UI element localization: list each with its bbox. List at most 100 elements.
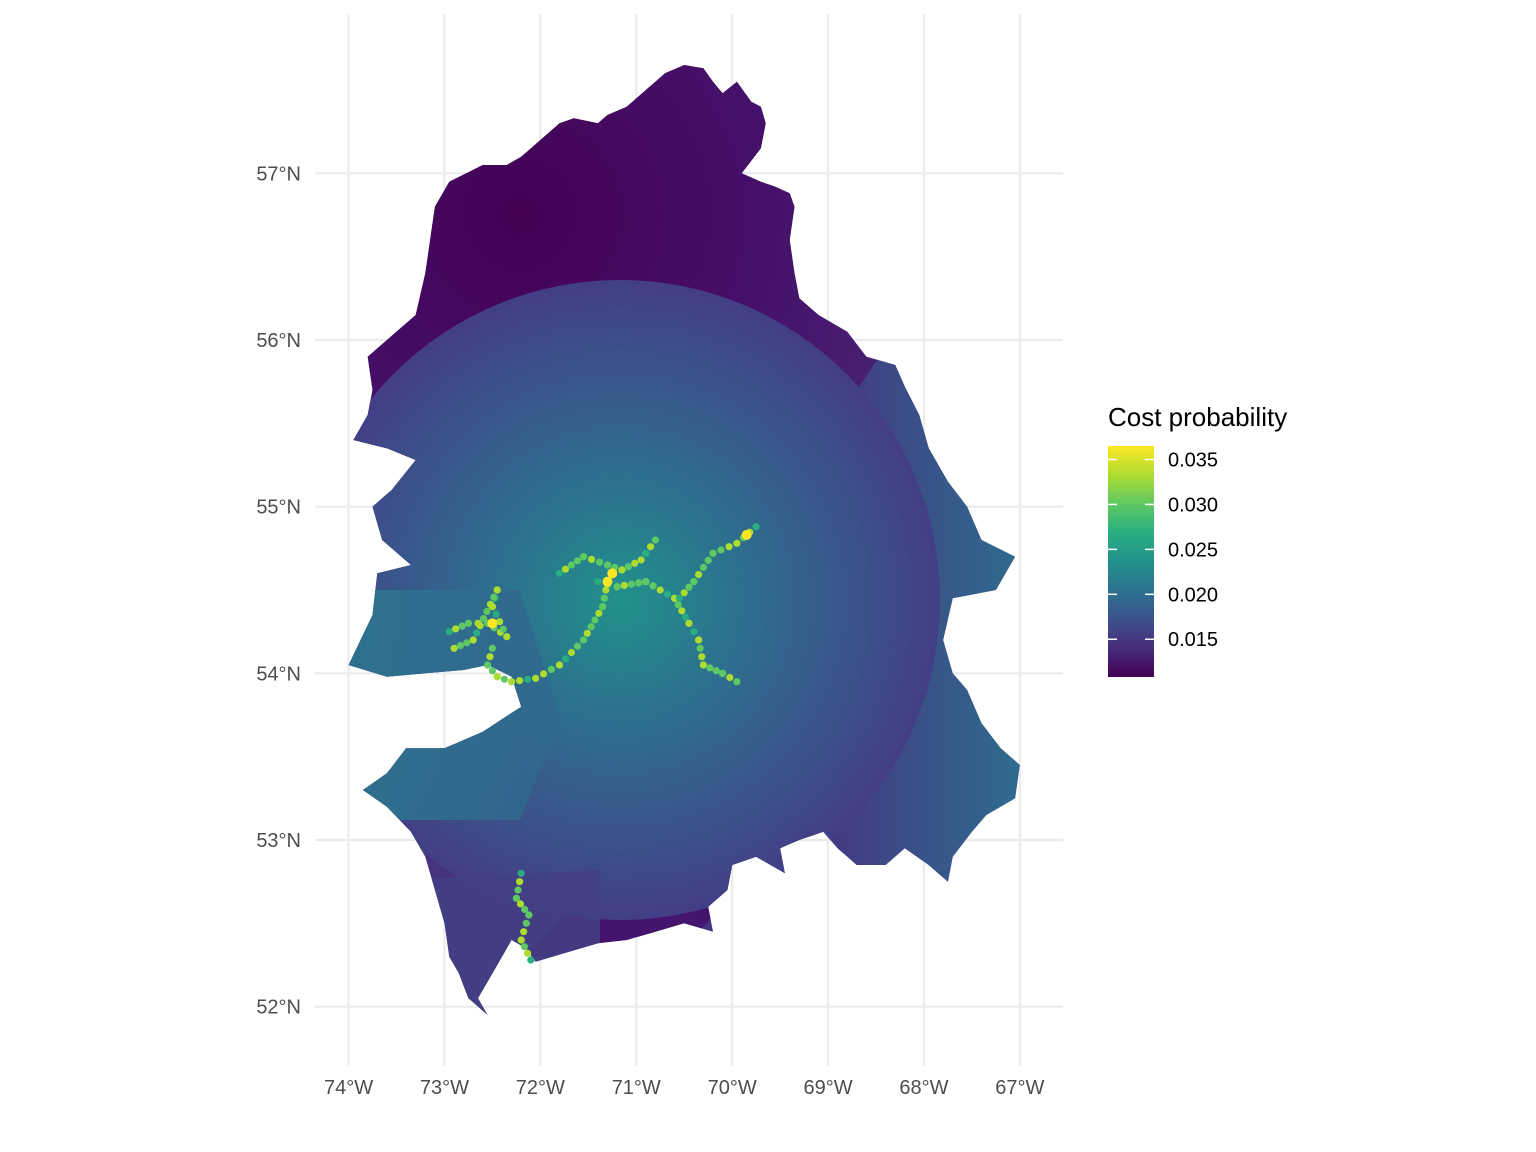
path-cell [503, 633, 511, 641]
x-axis: 74°W 73°W 72°W 71°W 70°W 69°W 68°W 67°W [324, 1077, 1045, 1099]
hotspot-cell [487, 618, 498, 629]
path-cell [579, 636, 588, 644]
path-cell [521, 905, 529, 914]
path-cell [452, 625, 460, 633]
path-cell [493, 673, 501, 681]
path-cell [492, 610, 500, 618]
path-cell [699, 661, 708, 669]
x-tick-label: 71°W [612, 1077, 661, 1099]
path-cell [685, 619, 693, 627]
surface-west [348, 590, 560, 820]
path-cell [685, 583, 693, 591]
path-cell [547, 665, 556, 674]
path-cell [516, 878, 524, 886]
path-cell [690, 628, 698, 636]
legend: Cost probability 0.0350.0300.0250.0200.0… [1108, 402, 1287, 677]
path-cell [500, 675, 508, 683]
path-cell [733, 678, 741, 686]
path-cell [486, 653, 494, 661]
x-tick-label: 73°W [420, 1077, 469, 1099]
path-cell [642, 578, 650, 586]
y-tick-label: 57°N [256, 163, 301, 185]
path-cell [573, 557, 582, 565]
y-tick-label: 56°N [256, 330, 301, 352]
path-cell [637, 556, 645, 564]
colorbar-breaks: 0.035 0.030 0.025 0.020 0.015 [1108, 449, 1218, 651]
legend-break-label: 0.030 [1168, 494, 1218, 516]
path-cell [618, 566, 626, 574]
path-cell [479, 615, 488, 623]
path-cell [712, 667, 720, 675]
path-cell [517, 936, 525, 944]
path-cell [675, 594, 684, 602]
path-cell [488, 644, 496, 652]
path-cell [520, 928, 528, 936]
path-cell [656, 586, 664, 594]
path-cell [517, 869, 525, 877]
path-cell [649, 582, 657, 590]
path-cell [599, 603, 607, 611]
path-cell [631, 559, 639, 567]
y-axis: 52°N 53°N 54°N 55°N 56°N 57°N [256, 163, 301, 1018]
path-cell [567, 561, 576, 569]
path-cell [527, 956, 535, 964]
path-cell [613, 583, 621, 591]
legend-break-label: 0.035 [1168, 449, 1218, 471]
path-cell [532, 674, 540, 682]
path-cell [587, 623, 595, 631]
path-cell [540, 670, 548, 678]
path-cell [583, 629, 591, 637]
path-cell [490, 593, 498, 601]
y-tick-label: 55°N [256, 497, 301, 519]
path-cell [725, 543, 733, 551]
path-cell [642, 549, 650, 557]
path-cell [647, 543, 655, 551]
path-cell [706, 664, 714, 672]
path-cell [678, 607, 686, 615]
probability-surface [348, 65, 1020, 1015]
hotspot-cell [741, 530, 752, 540]
path-cell [695, 636, 703, 644]
path-cell [620, 581, 628, 590]
hotspot-cell [602, 576, 613, 587]
y-tick-label: 52°N [256, 997, 301, 1019]
path-cell [696, 644, 704, 652]
x-tick-label: 70°W [708, 1077, 757, 1099]
path-cell [512, 894, 521, 902]
path-cell [486, 600, 494, 608]
path-cell [514, 886, 522, 894]
legend-break-label: 0.015 [1168, 629, 1218, 651]
path-cell [695, 571, 703, 579]
y-tick-label: 53°N [256, 830, 301, 852]
path-cell [603, 561, 612, 569]
path-cell [600, 594, 608, 602]
path-cell [496, 618, 504, 626]
path-cell [484, 661, 492, 669]
path-cell [635, 579, 643, 587]
path-cell [699, 563, 708, 572]
path-cell [555, 569, 564, 577]
path-cell [733, 539, 741, 547]
path-cell [516, 677, 524, 685]
path-cell [483, 607, 491, 616]
path-cell [561, 655, 570, 663]
path-cell [704, 556, 712, 565]
path-cell [690, 578, 698, 586]
path-cell [627, 580, 636, 588]
path-cell [681, 613, 690, 621]
path-cell [752, 523, 760, 531]
path-cell [522, 919, 530, 927]
x-tick-label: 72°W [516, 1077, 565, 1099]
path-cell [525, 911, 533, 919]
path-cell [476, 622, 484, 630]
path-cell [663, 590, 672, 598]
path-cell [456, 642, 464, 650]
path-cell [674, 601, 682, 609]
path-cell [594, 578, 602, 586]
path-cell [719, 669, 727, 677]
path-cell [473, 629, 481, 637]
path-cell [445, 628, 453, 636]
hotspot-cell [607, 568, 618, 579]
legend-title: Cost probability [1108, 402, 1287, 432]
